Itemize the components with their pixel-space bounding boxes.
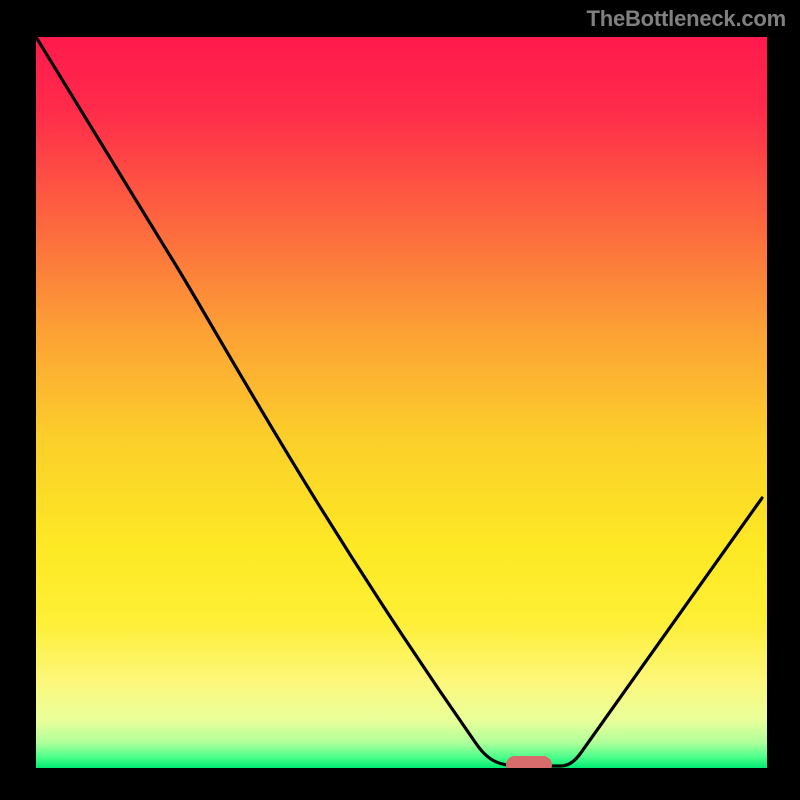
chart-container: TheBottleneck.com xyxy=(0,0,800,800)
gradient-background xyxy=(36,37,767,768)
watermark-text: TheBottleneck.com xyxy=(586,6,786,32)
bottleneck-chart xyxy=(0,0,800,800)
